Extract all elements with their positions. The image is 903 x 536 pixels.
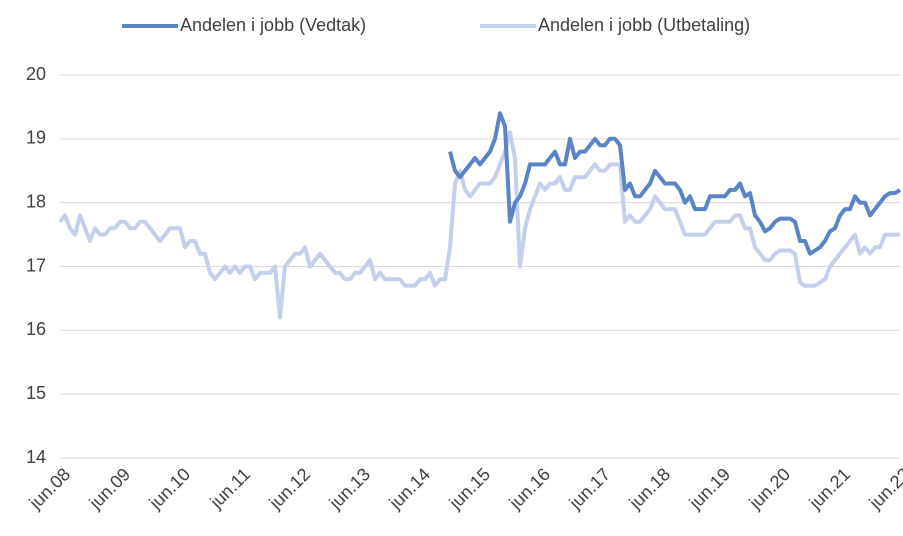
- series-line: [58, 130, 900, 320]
- x-tick-label: jun.12: [265, 464, 315, 514]
- x-tick-label: jun.18: [625, 464, 675, 514]
- x-tick-label: jun.19: [685, 464, 735, 514]
- x-tick-label: jun.13: [325, 464, 375, 514]
- x-tick-label: jun.16: [505, 464, 555, 514]
- y-tick-label: 15: [26, 383, 46, 403]
- x-tick-label: jun.20: [745, 464, 795, 514]
- x-tick-label: jun.15: [445, 464, 495, 514]
- x-tick-label: jun.14: [385, 464, 435, 514]
- y-tick-label: 20: [26, 64, 46, 84]
- legend-label: Andelen i jobb (Vedtak): [180, 15, 366, 35]
- series-line: [448, 111, 902, 256]
- x-tick-label: jun.11: [206, 464, 255, 513]
- y-tick-label: 17: [26, 255, 46, 275]
- x-tick-label: jun.22: [865, 464, 903, 514]
- x-tick-label: jun.10: [145, 464, 195, 514]
- x-tick-label: jun.08: [25, 464, 75, 514]
- legend-label: Andelen i jobb (Utbetaling): [538, 15, 750, 35]
- x-tick-label: jun.17: [565, 464, 615, 514]
- x-tick-label: jun.21: [805, 464, 855, 514]
- y-tick-label: 14: [26, 447, 46, 467]
- x-tick-label: jun.09: [85, 464, 135, 514]
- y-tick-label: 16: [26, 319, 46, 339]
- y-tick-label: 18: [26, 191, 46, 211]
- y-tick-label: 19: [26, 128, 46, 148]
